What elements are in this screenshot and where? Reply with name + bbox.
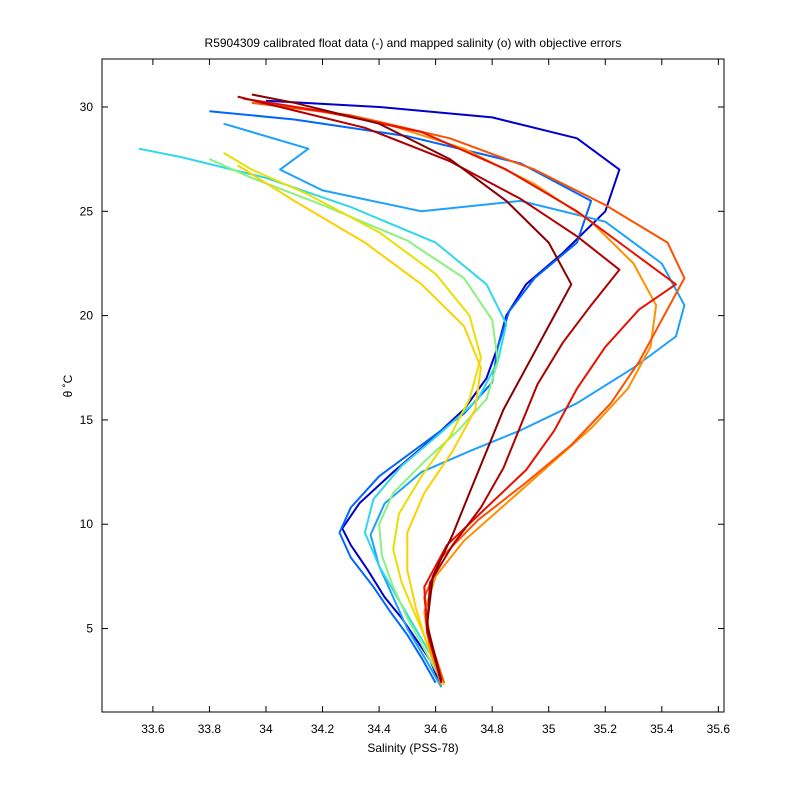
x-tick-label: 35.4: [650, 722, 674, 736]
x-tick-label: 33.6: [141, 722, 165, 736]
series-line-3: [223, 122, 686, 688]
y-tick-label: 30: [80, 100, 94, 114]
series-layer: [138, 93, 686, 688]
y-tick-label: 10: [80, 517, 94, 531]
x-tick-label: 34.2: [311, 722, 335, 736]
x-tick-label: 35.6: [707, 722, 731, 736]
plot-frame: [101, 58, 725, 713]
x-tick-label: 34: [259, 722, 273, 736]
series-line-6: [223, 152, 482, 686]
x-tick-label: 35.2: [594, 722, 618, 736]
series-line-7: [237, 164, 482, 684]
y-tick-label: 5: [86, 622, 93, 636]
series-line-2: [209, 110, 593, 684]
series-line-5: [208, 158, 499, 682]
x-tick-label: 34.4: [367, 722, 391, 736]
x-tick-label: 34.6: [424, 722, 448, 736]
plot-area: [102, 59, 724, 712]
series-line-10: [243, 97, 677, 681]
y-tick-label: 20: [80, 309, 94, 323]
chart-title: R5904309 calibrated float data (-) and m…: [205, 36, 622, 50]
y-tick-label: 25: [80, 204, 94, 218]
x-axis-ticks: 33.6 33.8 34 34.2 34.4 34.6 34.8 35 35.2 35.4 35.6: [141, 59, 730, 736]
y-tick-label: 15: [80, 413, 94, 427]
series-line-11: [237, 95, 621, 684]
x-tick-label: 35: [542, 722, 556, 736]
x-tick-label: 33.8: [198, 722, 222, 736]
series-line-12: [251, 93, 573, 681]
y-axis-ticks: 5 10 15 20 25 30: [80, 100, 724, 636]
x-axis-label: Salinity (PSS-78): [367, 741, 458, 755]
y-axis-label: θ ˚C: [61, 374, 75, 397]
x-tick-label: 34.8: [480, 722, 504, 736]
